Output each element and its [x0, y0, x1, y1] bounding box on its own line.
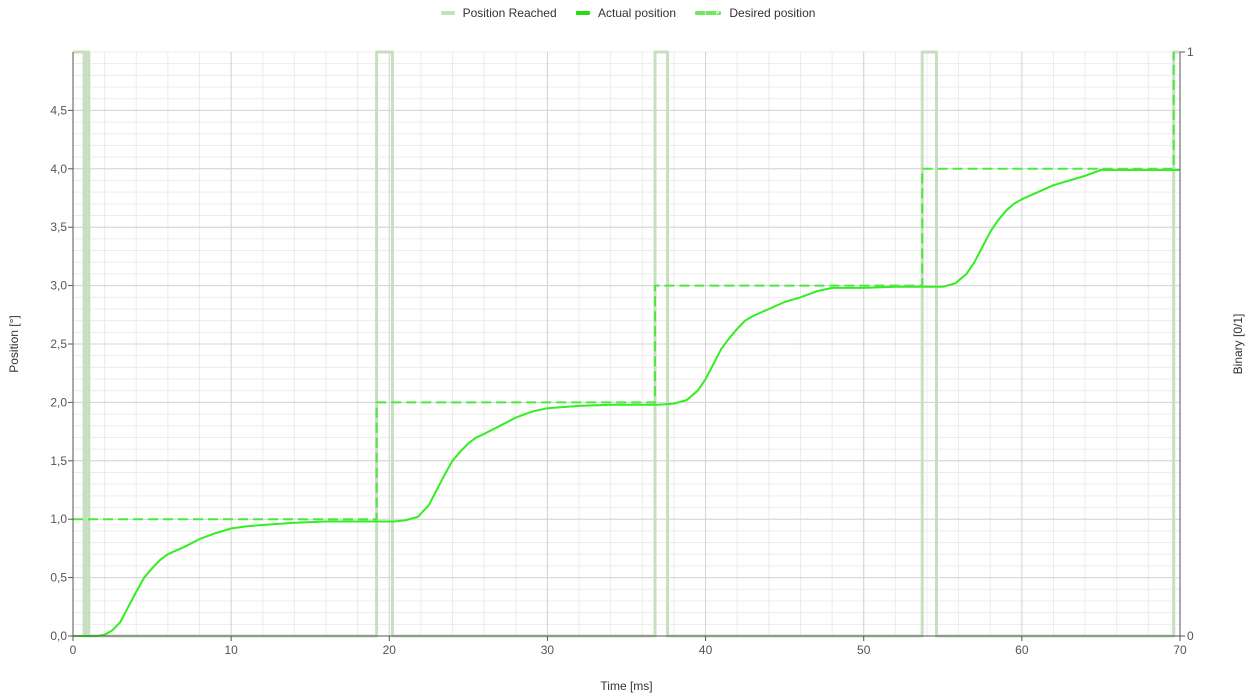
y-axis-title: Position [°] — [7, 315, 21, 373]
legend-item-position-reached[interactable]: Position Reached — [440, 6, 557, 20]
legend-swatch-desired-position — [695, 11, 722, 15]
x-axis-title: Time [ms] — [600, 679, 652, 693]
y-tick-label: 1,5 — [50, 454, 67, 468]
grid-layer — [72, 51, 1181, 637]
legend-label-position-reached: Position Reached — [462, 6, 557, 20]
legend-swatch-actual-position — [575, 11, 590, 15]
chart-legend: Position Reached Actual position Desired… — [0, 4, 1256, 20]
y-tick-label: 0,5 — [50, 571, 67, 585]
x-tick-label: 40 — [699, 643, 713, 657]
y-tick-label: 0,0 — [50, 629, 67, 643]
legend-label-desired-position: Desired position — [729, 6, 816, 20]
legend-item-desired-position[interactable]: Desired position — [695, 6, 815, 20]
y-tick-label: 4,5 — [50, 103, 67, 117]
x-tick-label: 10 — [224, 643, 238, 657]
series-line-desired-position — [73, 52, 1175, 521]
series-line-actual-position — [73, 169, 1180, 637]
x-tick-label: 50 — [857, 643, 871, 657]
legend-label-actual-position: Actual position — [597, 6, 677, 20]
y2-axis-title: Binary [0/1] — [1231, 314, 1245, 375]
y-tick-label: 2,0 — [50, 395, 67, 409]
y-tick-label: 1,0 — [50, 512, 67, 526]
x-tick-label: 0 — [70, 643, 77, 657]
legend-item-actual-position[interactable]: Actual position — [575, 6, 677, 20]
y-tick-label: 2,5 — [50, 337, 67, 351]
y-tick-label: 3,0 — [50, 279, 67, 293]
y2-tick-label: 0 — [1187, 629, 1194, 643]
x-tick-label: 20 — [383, 643, 397, 657]
y-tick-label: 4,0 — [50, 162, 67, 176]
axis-layer: 0 10 20 30 40 50 60 700,00,51,01,52,02,53,03,54… — [50, 45, 1194, 657]
y-tick-label: 3,5 — [50, 220, 67, 234]
x-tick-label: 30 — [541, 643, 555, 657]
x-tick-label: 60 — [1015, 643, 1029, 657]
x-tick-label: 70 — [1173, 643, 1187, 657]
legend-swatch-position-reached — [440, 11, 455, 15]
y2-tick-label: 1 — [1187, 45, 1194, 59]
